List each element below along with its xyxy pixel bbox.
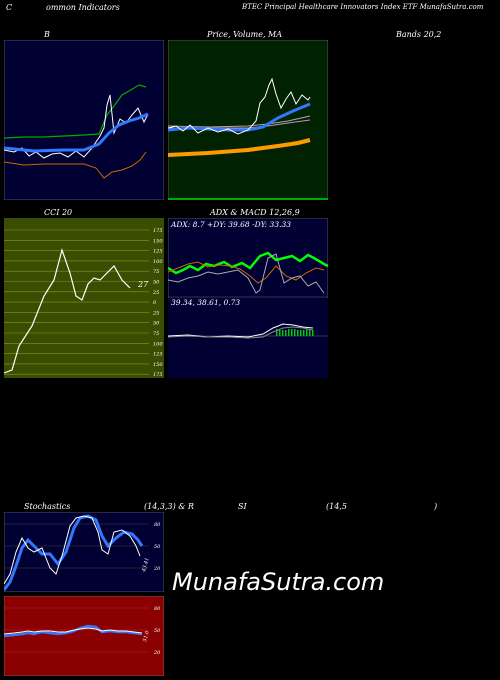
adx-label: ADX & MACD 12,26,9 [210,208,300,217]
rsi-params: (14,5 [326,502,347,511]
cci-tick-label: 175 [153,228,163,234]
rsi-panel: 80 50 20 51.0 [4,596,164,676]
cci-tick-label: 25 [152,310,159,316]
cci-tick-label: 175 [153,372,163,378]
price-label: Price, Volume, MA [207,30,283,39]
stoch-tick-20: 20 [153,566,161,572]
price-ma-panel [168,40,328,200]
cci-tick-label: 100 [153,259,163,265]
stoch-params: (14,3,3) & R [144,502,194,511]
bands-label: Bands 20,2 [396,30,442,39]
stoch-label: Stochastics [24,502,71,511]
bollinger-panel [4,40,164,200]
cci-tick-label: 150 [153,362,163,368]
rsi-close: ) [434,502,438,511]
rsi-tick-50: 50 [154,628,161,634]
cci-tick-label: 50 [153,321,160,327]
stoch-tick-80: 80 [154,522,161,528]
cci-tick-label: 150 [153,238,163,244]
cci-tick-label: 125 [153,352,163,358]
cci-label: CCI 20 [44,208,73,217]
watermark: MunafaSutra.com [172,568,385,596]
cci-tick-label: 125 [153,249,163,255]
rsi-tick-20: 20 [153,650,161,656]
stoch-current: 43.41 [141,557,151,573]
cci-tick-label: 100 [153,341,163,347]
header-left: C [6,3,13,12]
rsi-tick-80: 80 [154,606,161,612]
cci-tick-label: 50 [153,280,160,286]
rsi-label: SI [238,502,247,511]
header-title-b: BTEC Principal Healthcare Innovators Ind… [242,3,484,11]
cci-panel: 175 150 125 100 75 50 25 0 25 50 75 100 125 150 175 27 [4,218,164,378]
stoch-tick-50: 50 [154,544,161,550]
rsi-current: 51.0 [142,629,151,642]
bbands-label: B [44,30,50,39]
cci-tick-label: 0 [153,300,157,306]
header-title-a: ommon Indicators [46,3,120,12]
cci-tick-label: 25 [152,290,159,296]
stochastics-panel: 80 50 20 43.41 [4,512,164,592]
cci-tick-label: 75 [153,331,159,337]
adx-values: ADX: 8.7 +DY: 39.68 -DY: 33.33 [171,220,292,229]
macd-values: 39.34, 38.61, 0.73 [171,298,241,307]
adx-macd-panel: ADX: 8.7 +DY: 39.68 -DY: 33.33 39.34, 38… [168,218,328,378]
cci-tick-label: 75 [153,269,159,275]
cci-current: 27 [137,280,149,289]
